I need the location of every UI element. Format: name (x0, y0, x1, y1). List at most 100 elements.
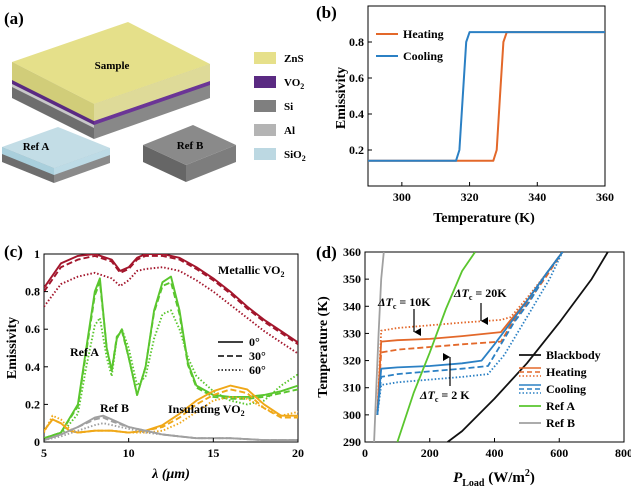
ref-a-top (2, 127, 110, 168)
sample-zns-right (94, 64, 210, 121)
sample-zns-top (12, 22, 210, 104)
panel-b-series-cooling (368, 31, 605, 162)
panel-b-legend: Heating Cooling (376, 27, 444, 63)
legend-label-heating-d: Heating (546, 365, 587, 379)
panel-c-series-ref-a-30- (44, 281, 298, 440)
panel-d-series-heating-0- (376, 252, 564, 415)
panel-c-label: (c) (4, 242, 23, 261)
panel-b-ytick-label: 0.8 (349, 35, 364, 49)
panel-d-ytick-label: 350 (343, 272, 361, 286)
panel-c-frame (43, 253, 299, 443)
panel-b-xtick-label: 360 (596, 190, 614, 204)
legend-swatch-si (254, 100, 276, 112)
legend-label-al: Al (284, 125, 295, 137)
panel-d-ylabel: Temperature (K) (316, 296, 331, 398)
panel-d-series-cooling-60- (376, 252, 564, 416)
legend-label-sio2: SiO2 (284, 149, 306, 163)
sample-vo2-layer-left (12, 80, 94, 125)
ref-b-top (143, 125, 236, 165)
legend-swatch-al (254, 124, 276, 136)
panel-b-xtick-label: 340 (528, 190, 546, 204)
panel-b-plot (368, 31, 605, 162)
sample-vo2-layer-right (94, 81, 210, 125)
panel-c-ytick-label: 0.4 (25, 360, 40, 374)
panel-d-ytick-label: 320 (343, 354, 361, 368)
panel-b-ylabel: Emissivity (334, 67, 349, 129)
ref-b-right-side (186, 145, 236, 182)
panel-d-series-heating-30- (376, 252, 564, 415)
annotation-dtc-20k: ΔTc = 20K (453, 286, 507, 302)
panel-d-xlabel: PLoad (W/m2) (453, 468, 535, 489)
angle-legend-30: 30° (249, 349, 266, 363)
ref-a-label: Ref A (23, 141, 50, 153)
panel-c-ytick-label: 0.8 (25, 285, 40, 299)
panel-c-ytick-label: 0.2 (25, 397, 40, 411)
legend-label-heating: Heating (403, 27, 444, 41)
panel-c-series-metallic-vo2-60- (44, 266, 298, 355)
sample-label: Sample (95, 60, 130, 72)
panel-c-ticks: 5 10 15 20 0 0.2 0.4 0.6 0.8 1 (25, 247, 304, 460)
annotation-dtc-2k: ΔTc = 2 K (419, 388, 470, 404)
panel-c-xtick-label: 5 (41, 446, 47, 460)
panel-d-ytick-label: 340 (343, 299, 361, 313)
panel-b-label: (b) (316, 3, 337, 22)
materials-legend: ZnS VO2 Si Al SiO2 (254, 52, 306, 163)
panel-d-ytick-label: 300 (343, 408, 361, 422)
panel-d-ytick-label: 290 (343, 435, 361, 449)
panel-d-xtick-label: 0 (362, 446, 368, 460)
ref-b-left-side (143, 145, 186, 182)
legend-label-si: Si (284, 101, 293, 113)
ref-b-label: Ref B (177, 140, 204, 152)
panel-d-frame (364, 251, 625, 443)
sample-zns-left (12, 62, 94, 121)
annotation-metallic-vo2: Metallic VO2 (218, 263, 285, 279)
panel-d-xtick-label: 400 (486, 446, 504, 460)
panel-d-xtick-label: 800 (615, 446, 631, 460)
panel-c-series-insulating-vo2-30- (44, 388, 298, 434)
panel-b-xtick-label: 300 (393, 190, 411, 204)
panel-c-series-ref-a-60- (44, 309, 298, 440)
annotation-insulating-vo2: Insulating VO2 (168, 402, 245, 418)
panel-d-series-cooling-0- (376, 252, 564, 415)
legend-swatch-vo2 (254, 76, 276, 88)
ref-a-block: Ref A (2, 127, 110, 183)
panel-c-series-metallic-vo2-0- (44, 254, 298, 344)
angle-legend-0: 0° (249, 335, 260, 349)
sample-block: Sample (12, 22, 210, 139)
panel-d-ticks: 0 200 400 600 800 290 300 310 320 330 340 350 360 (343, 245, 631, 460)
panel-c-ytick-label: 1 (34, 247, 40, 261)
panel-d-series-blackbody (447, 252, 609, 442)
panel-b-frame (367, 5, 606, 187)
panel-d-series-ref-b (373, 252, 385, 442)
panel-c-xtick-label: 15 (207, 446, 219, 460)
panel-a-label: (a) (4, 9, 24, 28)
angle-legend: 0° 30° 60° (218, 335, 266, 377)
panel-d-legend: Blackbody Heating Cooling Ref A Ref B (519, 348, 601, 430)
panel-c-plot (44, 254, 298, 442)
legend-label-blackbody: Blackbody (546, 348, 601, 362)
annotation-ref-b: Ref B (100, 401, 129, 415)
panel-b-ytick-label: 0.2 (349, 143, 364, 157)
panel-d-xtick-label: 200 (421, 446, 439, 460)
legend-label-cooling-d: Cooling (546, 382, 586, 396)
panel-c: (c) 5 10 15 20 0 0.2 0.4 0.6 0.8 1 Emissivity λ (… (4, 242, 304, 482)
panel-c-xtick-label: 10 (123, 446, 135, 460)
panel-b-ytick-label: 0.6 (349, 71, 364, 85)
panel-b-ytick-label: 0.4 (349, 107, 364, 121)
panel-d-ytick-label: 330 (343, 326, 361, 340)
panel-d: (d) 0 200 400 600 800 290 300 310 320 330 340 350 36… (316, 243, 631, 489)
panel-d-plot (373, 252, 609, 442)
panel-b-xtick-label: 320 (461, 190, 479, 204)
panel-c-xtick-label: 20 (292, 446, 304, 460)
panel-b-ticks: 300 320 340 360 0.2 0.4 0.6 0.8 (349, 35, 614, 204)
panel-c-ytick-label: 0 (34, 435, 40, 449)
annotation-dtc-10k: ΔTc = 10K (377, 295, 431, 311)
legend-swatch-zns (254, 52, 276, 64)
panel-d-ytick-label: 310 (343, 381, 361, 395)
panel-d-series-ref-a (396, 252, 476, 442)
panel-d-label: (d) (316, 243, 337, 262)
panel-c-series-metallic-vo2-30- (44, 254, 298, 345)
panel-c-xlabel: λ (μm) (151, 467, 190, 482)
panel-d-ytick-label: 360 (343, 245, 361, 259)
